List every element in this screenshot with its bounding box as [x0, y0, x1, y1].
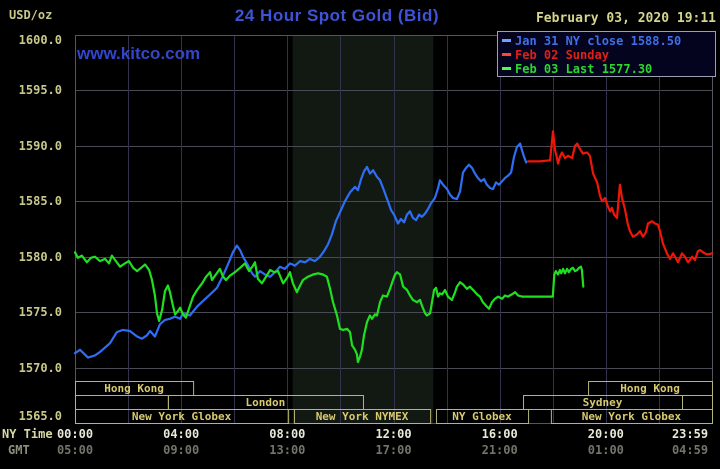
chart-timestamp: February 03, 2020 19:11 [535, 11, 716, 26]
session-label: London [246, 396, 286, 409]
legend-item-label: Feb 02 Sunday [515, 48, 609, 62]
price-line-jan31 [73, 142, 528, 359]
gmt-tick-label: 13:00 [269, 443, 306, 457]
y-axis-tick-label: 1565.0 [18, 409, 62, 423]
gmt-tick-label: 01:00 [587, 443, 624, 457]
y-axis-tick-label: 1580.0 [18, 249, 62, 264]
session-label: Hong Kong [620, 382, 680, 395]
ny-time-tick-label: 04:00 [163, 427, 200, 441]
session-box [550, 409, 713, 424]
session-label: NY Globex [452, 410, 512, 423]
ny-time-tick-label: 12:00 [375, 427, 412, 441]
session-box [435, 409, 530, 424]
session-label: New York Globex [132, 410, 232, 423]
legend-item-label: Jan 31 NY close 1588.50 [515, 34, 682, 48]
ny-time-tick-label: 00:00 [56, 427, 94, 441]
nymex-session-band [292, 35, 434, 423]
y-axis-tick-label: 1570.0 [18, 360, 62, 375]
y-axis-tick-label: 1575.0 [18, 305, 62, 320]
y-axis-tick-label: 1590.0 [18, 138, 62, 153]
y-axis-tick-label: 1585.0 [18, 194, 62, 209]
ny-time-tick-label: 23:59 [671, 427, 709, 441]
y-axis-units-label: USD/oz [9, 8, 53, 22]
ny-time-tick-label: 16:00 [481, 427, 518, 441]
session-box [75, 409, 290, 424]
kitco-watermark: www.kitco.com [77, 44, 201, 63]
gmt-tick-label: 17:00 [375, 443, 412, 457]
gmt-tick-label: 04:59 [671, 443, 709, 457]
gmt-tick-label: 09:00 [163, 443, 200, 457]
gmt-tick-label: 21:00 [481, 443, 518, 457]
y-axis-tick-label: 1595.0 [18, 83, 62, 98]
legend-item: Feb 02 Sunday [502, 48, 715, 62]
gmt-axis-label: GMT [8, 443, 30, 457]
price-line-feb02 [526, 130, 714, 264]
session-box [293, 409, 432, 424]
gmt-tick-label: 05:00 [56, 443, 94, 457]
legend-line-swatch [502, 38, 511, 42]
legend-item-label: Feb 03 Last 1577.30 [515, 62, 653, 76]
session-label: New York NYMEX [316, 410, 409, 423]
session-label: Hong Kong [104, 382, 164, 395]
legend-box: Jan 31 NY close 1588.50 Feb 02 Sunday Feb … [497, 31, 716, 77]
legend-line-swatch [502, 52, 511, 56]
chart-title: 24 Hour Spot Gold (Bid) [234, 6, 440, 25]
legend-line-swatch [502, 66, 511, 70]
price-line-feb03 [73, 251, 585, 364]
ny-time-axis-label: NY Time [2, 427, 53, 441]
legend-item: Jan 31 NY close 1588.50 [502, 34, 715, 48]
session-box [682, 395, 714, 410]
session-label: Sydney [583, 396, 623, 409]
legend-item: Feb 03 Last 1577.30 [502, 62, 715, 76]
ny-time-tick-label: 08:00 [269, 427, 306, 441]
y-axis-tick-label: 1600.0 [18, 33, 62, 47]
ny-time-tick-label: 20:00 [587, 427, 624, 441]
session-label: New York Globex [582, 410, 682, 423]
session-box [75, 395, 169, 410]
